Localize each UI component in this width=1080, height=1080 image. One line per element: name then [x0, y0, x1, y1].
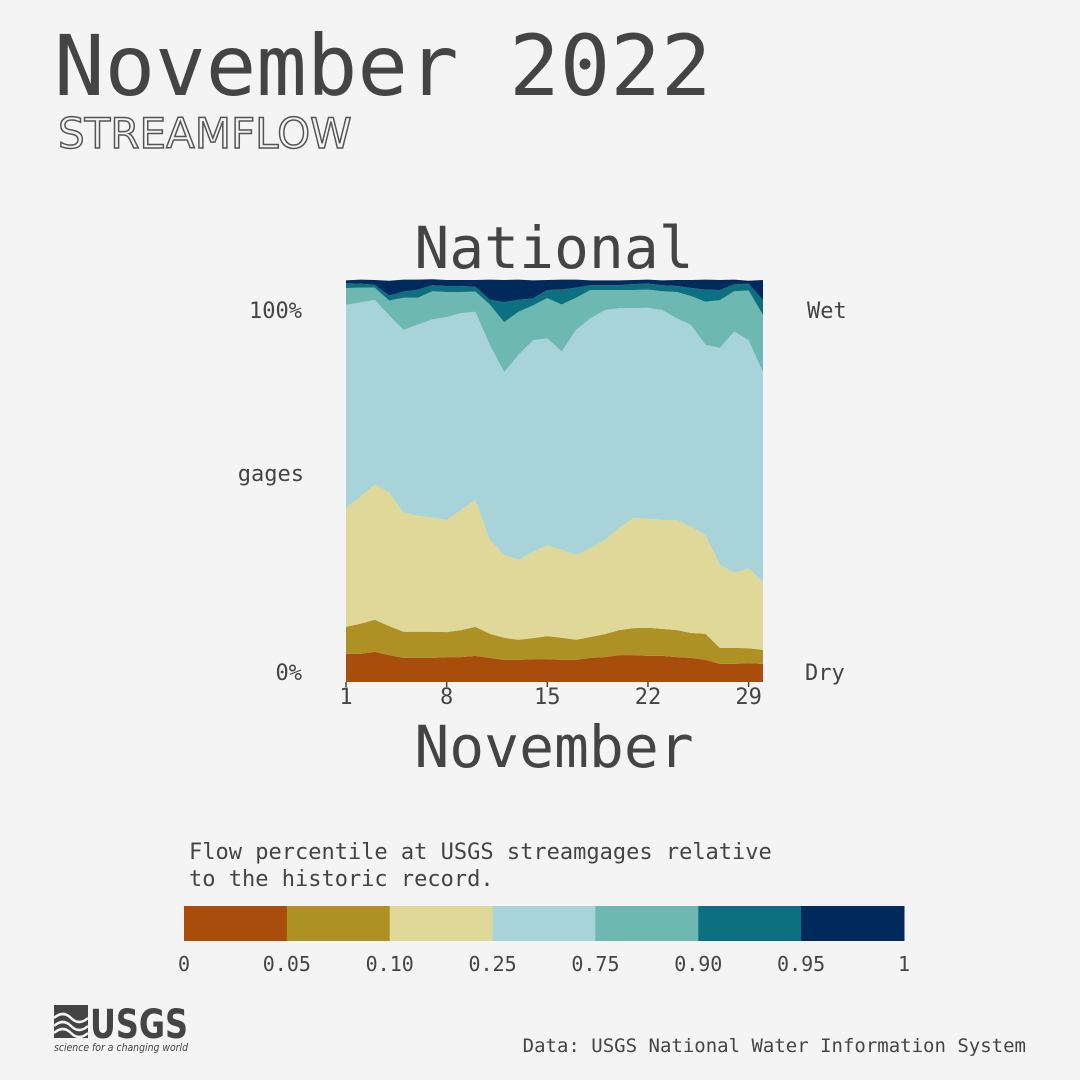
x-tick-label: 8	[440, 685, 453, 710]
legend-swatch	[184, 906, 288, 941]
legend-tick-label: 0.10	[366, 952, 414, 976]
legend-swatch	[801, 906, 905, 941]
area	[346, 299, 763, 582]
legend-swatch	[389, 906, 494, 941]
legend-tick-label: 0.75	[571, 952, 619, 976]
dry-label: Dry	[805, 661, 845, 686]
legend-tick-label: 0	[178, 952, 190, 976]
x-tick-label: 15	[534, 685, 561, 710]
y-label-top: 100%	[249, 299, 302, 324]
area	[346, 651, 763, 682]
x-tick-label: 29	[735, 685, 762, 710]
legend-swatch	[698, 906, 802, 941]
area	[346, 279, 763, 303]
legend-tick-label: 0.05	[263, 952, 311, 976]
logo-tagline: science for a changing world	[54, 1042, 188, 1054]
legend-swatch	[286, 906, 391, 941]
area	[346, 619, 763, 664]
legend-tick-label: 0.90	[674, 952, 722, 976]
legend-tick-label: 0.95	[777, 952, 825, 976]
page-title: November 2022	[54, 17, 711, 115]
y-label-bottom: 0%	[276, 661, 303, 686]
area	[346, 287, 763, 373]
y-label-middle: gages	[238, 462, 304, 487]
subtitle: STREAMFLOW	[58, 109, 352, 158]
logo: USGS science for a changing world	[53, 1002, 188, 1054]
chart-title: National	[414, 214, 693, 282]
legend-title-line: to the historic record.	[189, 867, 494, 892]
legend-swatch	[595, 906, 699, 941]
source: Data: USGS National Water Information Sy…	[523, 1035, 1026, 1057]
x-tick-label: 1	[339, 685, 352, 710]
logo-text: USGS	[90, 1002, 188, 1048]
legend-title-line: Flow percentile at USGS streamgages rela…	[189, 840, 772, 865]
x-tick-label: 22	[635, 685, 662, 710]
legend-swatch	[492, 906, 596, 941]
wet-label: Wet	[807, 299, 847, 324]
legend-tick-label: 1	[898, 952, 910, 976]
logo-waves	[53, 1012, 89, 1039]
area	[346, 484, 763, 650]
x-axis-label: November	[414, 713, 693, 781]
legend-tick-label: 0.25	[468, 952, 516, 976]
area	[346, 283, 763, 323]
